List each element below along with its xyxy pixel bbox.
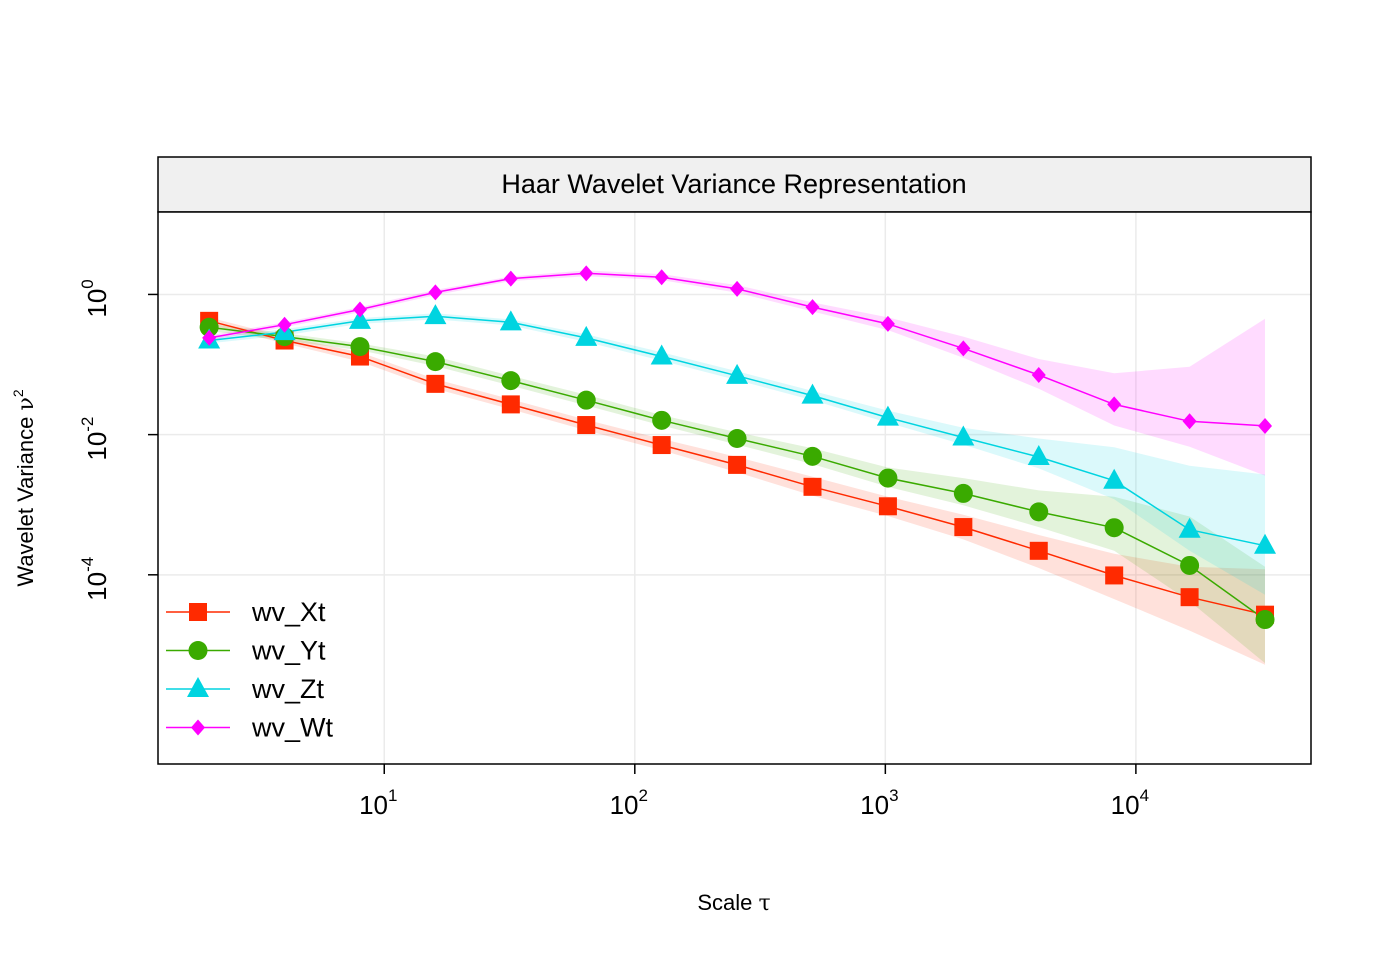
y-tick-label: 10-2	[78, 417, 112, 461]
data-point-wv-zt	[1027, 444, 1050, 465]
legend-label-wv-yt: wv_Yt	[251, 636, 326, 666]
data-point-wv-zt	[801, 383, 824, 404]
legend-marker-wv-zt	[187, 677, 209, 697]
data-point-wv-wt	[1031, 366, 1046, 383]
data-point-wv-yt	[1255, 610, 1275, 630]
y-axis-label: Wavelet Variance ν2	[10, 389, 39, 586]
legend-marker-wv-xt	[189, 603, 207, 621]
legend-label-wv-wt: wv_Wt	[251, 713, 333, 743]
data-point-wv-yt	[425, 352, 445, 372]
data-point-wv-yt	[576, 390, 596, 410]
data-point-wv-wt	[654, 269, 669, 286]
data-point-wv-wt	[428, 284, 443, 301]
data-point-wv-xt	[426, 374, 445, 393]
data-point-wv-yt	[350, 337, 370, 357]
data-point-wv-zt	[424, 304, 447, 325]
data-point-wv-wt	[1107, 396, 1122, 413]
data-point-wv-zt	[726, 363, 749, 384]
y-tick-label: 10-4	[78, 557, 112, 601]
data-point-wv-zt	[1103, 468, 1126, 489]
data-point-wv-yt	[1029, 502, 1049, 522]
data-point-wv-wt	[277, 316, 292, 333]
series-points	[198, 265, 1277, 630]
data-point-wv-zt	[876, 405, 899, 426]
legend-label-wv-xt: wv_Xt	[251, 597, 326, 627]
data-point-wv-xt	[577, 416, 596, 435]
data-point-wv-wt	[1258, 417, 1273, 434]
data-point-wv-wt	[352, 301, 367, 318]
data-point-wv-zt	[1254, 533, 1277, 554]
data-point-wv-yt	[878, 468, 898, 488]
plot-border	[157, 211, 1312, 765]
data-point-wv-xt	[1029, 541, 1048, 560]
data-point-wv-xt	[501, 395, 520, 414]
data-point-wv-xt	[1105, 566, 1124, 585]
data-point-wv-xt	[803, 477, 822, 496]
data-point-wv-yt	[652, 410, 672, 430]
data-point-wv-wt	[503, 270, 518, 287]
x-axis: 101 102 103 104	[359, 764, 1149, 820]
data-point-wv-yt	[501, 371, 521, 391]
data-point-wv-zt	[499, 310, 522, 331]
ci-band-wv-zt	[209, 313, 1266, 595]
data-point-wv-yt	[727, 429, 747, 449]
data-point-wv-zt	[348, 308, 371, 329]
data-point-wv-zt	[575, 325, 598, 346]
data-point-wv-yt	[1180, 555, 1200, 575]
data-point-wv-wt	[880, 315, 895, 332]
data-point-wv-wt	[202, 329, 217, 346]
data-point-wv-wt	[805, 299, 820, 316]
data-point-wv-yt	[199, 317, 219, 337]
data-point-wv-yt	[953, 483, 973, 503]
data-point-wv-xt	[1180, 588, 1199, 607]
data-point-wv-zt	[650, 344, 673, 365]
x-tick-label: 102	[610, 786, 648, 820]
x-tick-label: 101	[359, 786, 397, 820]
data-point-wv-xt	[878, 497, 897, 516]
chart-title-strip	[157, 156, 1312, 213]
data-point-wv-xt	[954, 518, 973, 537]
y-tick-label: 100	[78, 279, 112, 317]
data-point-wv-xt	[728, 455, 747, 474]
data-point-wv-wt	[956, 340, 971, 357]
chart-title: Haar Wavelet Variance Representation	[501, 169, 966, 199]
legend-marker-wv-wt	[191, 719, 205, 736]
y-axis: 100 10-2 10-4	[78, 279, 158, 601]
ci-band-wv-yt	[209, 323, 1266, 664]
data-point-wv-xt	[652, 436, 671, 455]
data-point-wv-wt	[1182, 413, 1197, 430]
data-point-wv-yt	[803, 446, 823, 466]
confidence-bands	[209, 270, 1266, 665]
data-point-wv-wt	[579, 265, 594, 282]
legend: wv_Xt wv_Yt wv_Zt wv_Wt	[166, 597, 333, 743]
legend-marker-wv-yt	[188, 641, 208, 660]
data-point-wv-wt	[730, 280, 745, 297]
data-point-wv-zt	[1178, 517, 1201, 538]
data-point-wv-zt	[952, 425, 975, 446]
data-point-wv-yt	[1104, 518, 1124, 538]
x-tick-label: 103	[860, 786, 898, 820]
ci-band-wv-wt	[209, 270, 1266, 476]
x-tick-label: 104	[1111, 786, 1149, 820]
legend-label-wv-zt: wv_Zt	[251, 674, 325, 704]
x-axis-label: Scale τ	[697, 890, 770, 916]
